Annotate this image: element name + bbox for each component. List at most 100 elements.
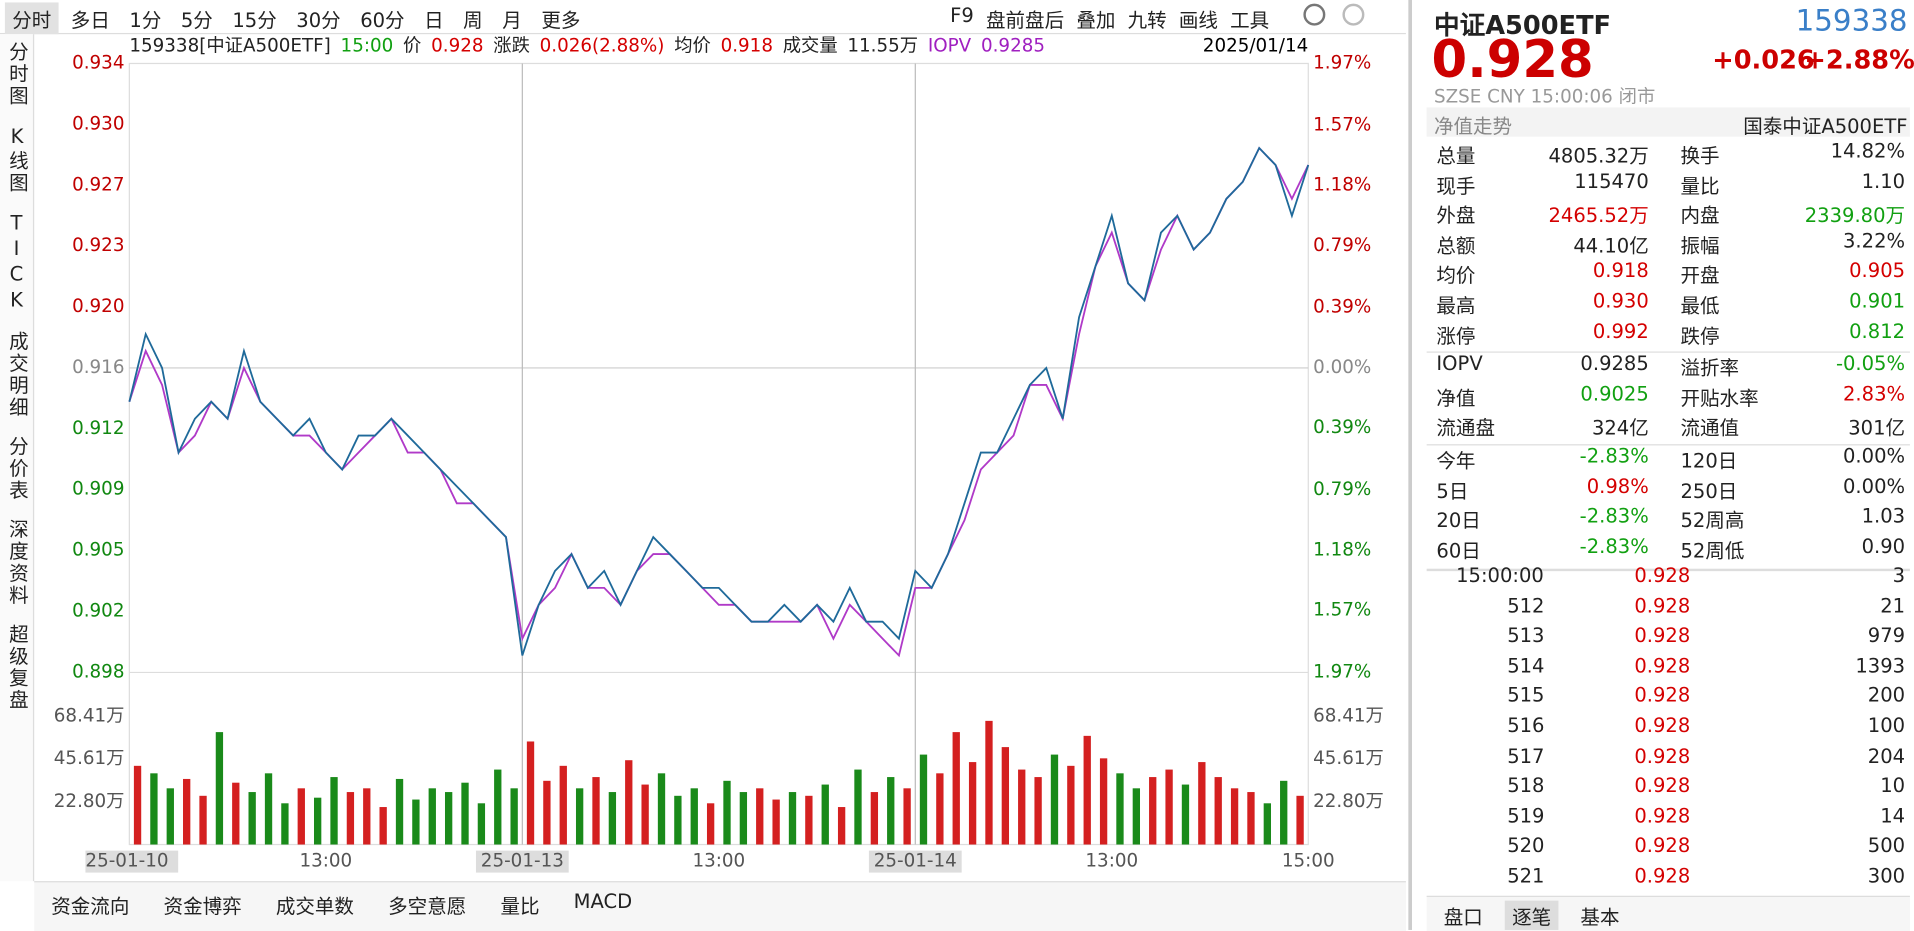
- tick-row: 512 0.928 21: [1427, 594, 1910, 623]
- side-tab[interactable]: TICK: [4, 211, 29, 314]
- indicator-tab[interactable]: 资金流向: [51, 894, 130, 918]
- info-item: 11.55万: [847, 35, 918, 56]
- volume-bar: [1067, 765, 1075, 845]
- period-tab[interactable]: 30分: [296, 8, 341, 32]
- volume-tick-label-right: 22.80万: [1313, 791, 1384, 812]
- tick-price: 0.928: [1634, 773, 1691, 798]
- field-label: 开盘: [1680, 264, 1720, 288]
- tool-button[interactable]: 画线: [1178, 8, 1218, 32]
- indicator-tab[interactable]: 资金博弈: [163, 894, 242, 918]
- panel-tab[interactable]: 盘口: [1443, 905, 1483, 929]
- side-tab[interactable]: 分时图: [5, 41, 29, 108]
- tick-price: 0.928: [1634, 743, 1691, 768]
- field-label: 振幅: [1680, 234, 1720, 258]
- tick-time: 516: [1507, 713, 1544, 738]
- tick-volume: 300: [1867, 864, 1906, 888]
- field-label: 总额: [1436, 234, 1476, 258]
- side-tab[interactable]: K线图: [5, 124, 29, 195]
- field-value: 0.9285: [1580, 351, 1649, 375]
- field-value: 0.9025: [1580, 381, 1649, 405]
- indicator-tab[interactable]: 多空意愿: [388, 894, 467, 918]
- tick-volume: 100: [1867, 713, 1906, 738]
- field-value: 44.10亿: [1573, 234, 1649, 258]
- quote-row: 均价 0.918 开盘 0.905: [1427, 259, 1910, 288]
- nav-label[interactable]: 净值走势: [1433, 114, 1513, 138]
- period-tab[interactable]: 分时: [4, 2, 59, 35]
- volume-bar: [805, 795, 813, 845]
- indicator-tab[interactable]: 成交单数: [275, 894, 354, 918]
- volume-bar: [133, 765, 142, 845]
- volume-bar: [248, 792, 256, 845]
- quote-row: 60日 -2.83% 52周低 0.90: [1427, 534, 1910, 563]
- tool-button[interactable]: 九转: [1127, 8, 1167, 32]
- volume-bar: [952, 732, 960, 845]
- field-label: 52周低: [1680, 539, 1745, 563]
- info-item: 均价: [674, 35, 711, 56]
- field-value: 2339.80万: [1804, 204, 1906, 228]
- price-line: [128, 146, 1310, 658]
- y-tick-label: 0.902: [72, 601, 124, 622]
- volume-bar: [592, 777, 600, 845]
- field-label: 最低: [1680, 294, 1720, 318]
- volume-bar: [1116, 773, 1124, 845]
- field-label: 5日: [1436, 479, 1469, 503]
- period-tab[interactable]: 更多: [541, 8, 581, 32]
- y-tick-label: 0.930: [72, 113, 124, 134]
- x-tick-highlight: [85, 850, 179, 873]
- tick-volume: 1393: [1855, 653, 1906, 678]
- period-tab[interactable]: 日: [424, 8, 444, 32]
- help-icon[interactable]: [1342, 3, 1365, 26]
- quote-row: 流通盘 324亿 流通值 301亿: [1427, 412, 1910, 441]
- indicator-tab[interactable]: MACD: [573, 889, 633, 913]
- volume-bar: [1050, 754, 1059, 845]
- period-tab[interactable]: 周: [463, 8, 483, 32]
- tick-volume: 14: [1880, 803, 1906, 828]
- tick-row: 514 0.928 1393: [1427, 654, 1910, 683]
- tool-button[interactable]: 叠加: [1076, 8, 1116, 32]
- quote-change: +0.026: [1712, 45, 1815, 75]
- field-value: 0.812: [1849, 319, 1906, 343]
- side-tab[interactable]: 深度资料: [5, 518, 29, 607]
- side-tab[interactable]: 分价表: [5, 435, 29, 502]
- field-value: 115470: [1574, 169, 1649, 193]
- field-label: 今年: [1436, 449, 1476, 473]
- period-tab[interactable]: 15分: [232, 8, 277, 32]
- volume-bar: [526, 741, 535, 845]
- tick-time: 514: [1507, 653, 1544, 678]
- tick-time: 15:00:00: [1456, 563, 1544, 588]
- tick-price: 0.928: [1634, 713, 1691, 738]
- volume-bar: [313, 797, 322, 845]
- quote-row: 今年 -2.83% 120日 0.00%: [1427, 444, 1910, 473]
- field-label: 内盘: [1680, 204, 1720, 228]
- volume-bar: [183, 778, 191, 845]
- tool-button[interactable]: F9: [950, 3, 974, 27]
- x-tick-label: 15:00: [1282, 851, 1335, 872]
- side-tab[interactable]: 超级复盘: [5, 623, 29, 712]
- y-tick-label: 0.909: [72, 479, 124, 500]
- tick-price: 0.928: [1634, 803, 1691, 828]
- info-item: IOPV: [928, 35, 972, 56]
- field-label: 开贴水率: [1680, 386, 1759, 410]
- period-tab[interactable]: 60分: [360, 8, 405, 32]
- tool-button[interactable]: 工具: [1230, 8, 1270, 32]
- indicator-tab[interactable]: 量比: [500, 894, 540, 918]
- panel-tab[interactable]: 逐笔: [1504, 900, 1559, 930]
- tool-button[interactable]: 盘前盘后: [985, 8, 1065, 32]
- sidebar: 分时图 K线图 TICK 成交明细分价表深度资料超级复盘: [0, 34, 35, 882]
- y-tick-label: 0.934: [72, 52, 124, 73]
- volume-tick-label: 68.41万: [54, 705, 125, 726]
- period-tab[interactable]: 1分: [129, 8, 162, 32]
- info-item: 15:00: [341, 35, 394, 56]
- field-label: 流通盘: [1436, 416, 1496, 440]
- settings-icon[interactable]: [1303, 3, 1326, 26]
- period-tab[interactable]: 5分: [180, 8, 213, 32]
- tick-row: 519 0.928 14: [1427, 804, 1910, 833]
- side-tab[interactable]: 成交明细: [5, 330, 29, 419]
- volume-bar: [1001, 747, 1010, 845]
- panel-tab[interactable]: 基本: [1580, 905, 1620, 929]
- period-tab[interactable]: 多日: [70, 8, 110, 32]
- tick-price: 0.928: [1634, 593, 1691, 618]
- period-tab[interactable]: 月: [502, 8, 522, 32]
- volume-bar: [1296, 795, 1304, 845]
- chart: 2025/01/14 159338[中证A500ETF] 15:00 价 0.928 涨…: [54, 35, 1384, 873]
